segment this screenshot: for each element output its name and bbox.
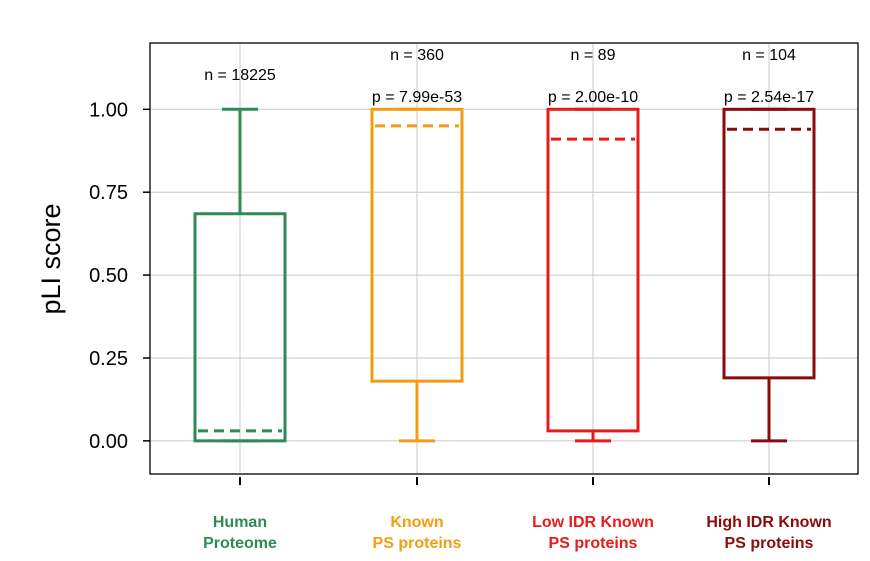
n-annotation: n = 360: [390, 47, 444, 64]
box-iqr: [722, 107, 816, 380]
x-category-label: Proteome: [203, 535, 277, 552]
p-value-annotation: p = 7.99e-53: [372, 89, 462, 106]
box-0: [193, 107, 287, 443]
box-series: [193, 107, 816, 443]
n-annotation: n = 18225: [204, 67, 276, 84]
p-value-annotation: p = 2.00e-10: [548, 89, 638, 106]
y-tick-label: 1.00: [89, 99, 128, 121]
x-category-label: PS proteins: [725, 535, 814, 552]
y-tick-label: 0.25: [89, 348, 128, 370]
box-iqr: [370, 107, 464, 383]
x-category-label: Human: [213, 514, 267, 531]
y-tick-label: 0.50: [89, 265, 128, 287]
y-tick-label: 0.00: [89, 431, 128, 453]
box-iqr: [546, 107, 640, 433]
annotations: n = 18225 n = 360 p = 7.99e-53 n = 89 p = 2.…: [204, 47, 814, 106]
x-category-label: High IDR Known: [706, 514, 831, 531]
x-axis: Human Proteome Known PS proteins Low IDR Kno…: [203, 477, 832, 552]
plot-frame: [149, 42, 859, 475]
grid-lines: [150, 43, 858, 474]
y-axis-label: pLI score: [36, 203, 66, 314]
p-value-annotation: p = 2.54e-17: [724, 89, 814, 106]
box-2: [546, 107, 640, 443]
y-tick-label: 0.75: [89, 182, 128, 204]
n-annotation: n = 89: [571, 47, 616, 64]
y-axis: 0.00 0.25 0.50 0.75 1.00: [89, 99, 150, 453]
x-category-label: PS proteins: [549, 535, 638, 552]
x-category-label: Known: [390, 514, 443, 531]
box-iqr: [193, 212, 287, 443]
x-category-label: Low IDR Known: [532, 514, 654, 531]
box-1: [370, 107, 464, 443]
x-category-label: PS proteins: [373, 535, 462, 552]
n-annotation: n = 104: [742, 47, 796, 64]
box-3: [722, 107, 816, 443]
